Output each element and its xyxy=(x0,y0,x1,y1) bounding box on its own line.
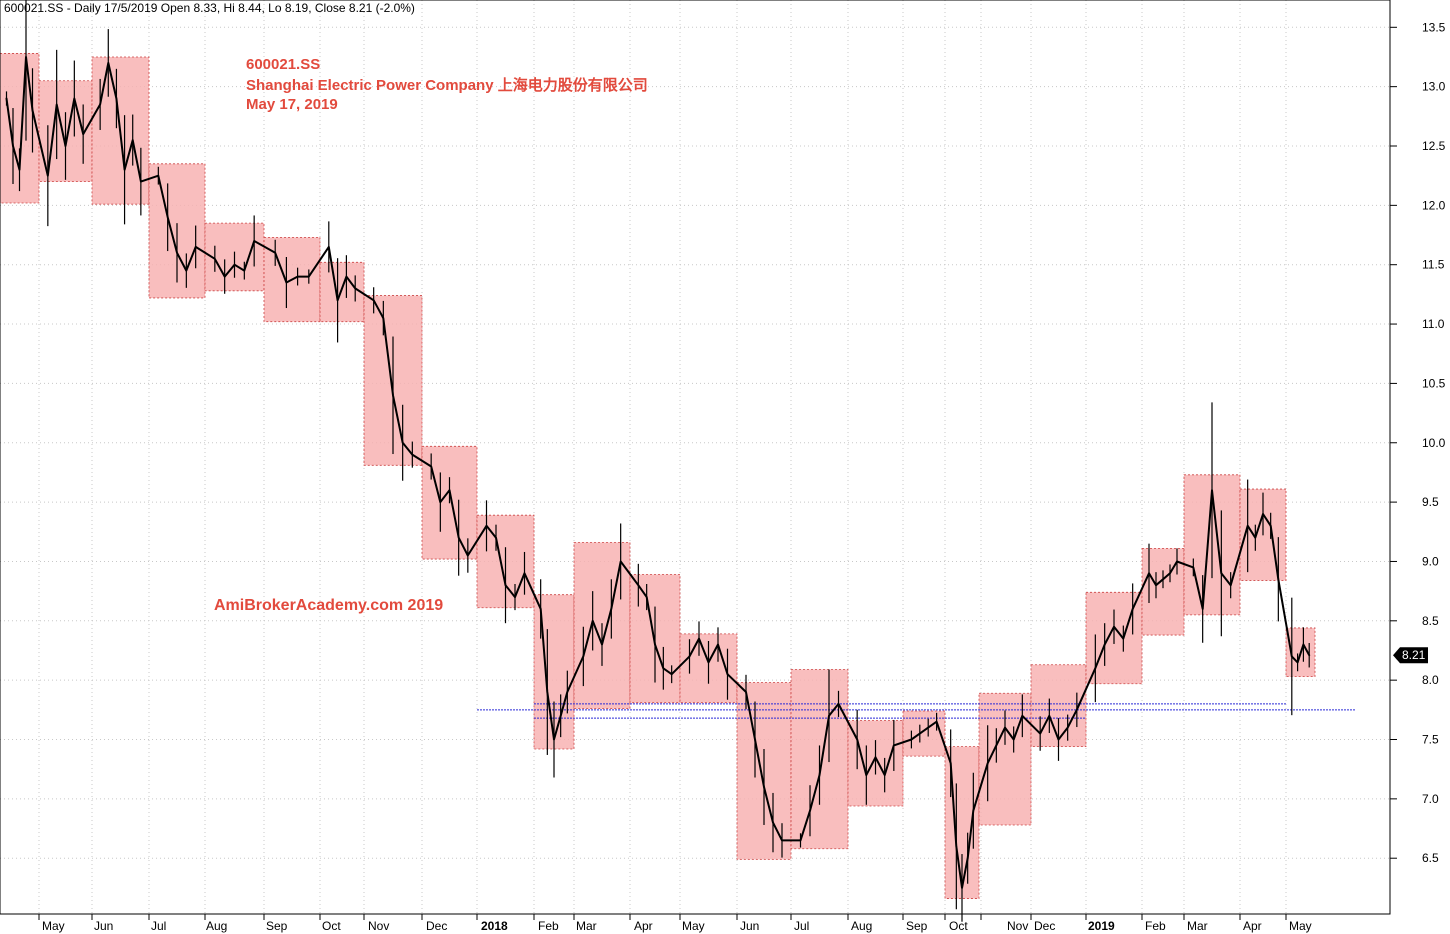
y-tick-label: 10.5 xyxy=(1422,376,1446,390)
x-tick-label: Dec xyxy=(426,919,447,933)
y-tick-label: 12.0 xyxy=(1422,198,1446,212)
x-tick-label: 2018 xyxy=(481,919,508,933)
x-tick-label: Sep xyxy=(906,919,928,933)
x-tick-label: May xyxy=(682,919,705,933)
y-tick-label: 13.5 xyxy=(1422,20,1446,34)
price-series xyxy=(5,0,1311,922)
y-tick-label: 12.5 xyxy=(1422,139,1446,153)
y-tick-label: 11.5 xyxy=(1422,258,1445,272)
chart-header: 600021.SS - Daily 17/5/2019 Open 8.33, H… xyxy=(4,1,415,15)
x-tick-label: Mar xyxy=(1187,919,1208,933)
x-tick-label: Jun xyxy=(740,919,759,933)
month-range-boxes xyxy=(0,53,1316,899)
y-tick-label: 6.5 xyxy=(1422,851,1439,865)
x-tick-label: Oct xyxy=(949,919,968,933)
y-tick-label: 10.0 xyxy=(1422,436,1446,450)
x-tick-label: May xyxy=(42,919,65,933)
x-tick-label: Aug xyxy=(206,919,227,933)
ticker-label: 600021.SS xyxy=(246,56,320,73)
x-tick-label: Apr xyxy=(634,919,653,933)
company-label: Shanghai Electric Power Company 上海电力股份有限… xyxy=(246,76,648,94)
x-tick-label: Oct xyxy=(322,919,341,933)
x-tick-label: Mar xyxy=(576,919,597,933)
y-tick-label: 8.0 xyxy=(1422,673,1439,687)
x-tick-label: Feb xyxy=(538,919,559,933)
x-tick-label: 2019 xyxy=(1088,919,1115,933)
x-axis: May Jun Jul Aug Sep Oct Nov Dec 2018 Feb Mar Apr May… xyxy=(38,914,1312,933)
plot-frame xyxy=(0,0,1391,915)
date-label: May 17, 2019 xyxy=(246,96,338,113)
x-tick-label: Aug xyxy=(851,919,872,933)
y-tick-label: 11.0 xyxy=(1422,317,1445,331)
x-tick-label: Sep xyxy=(266,919,288,933)
last-close-value: 8.21 xyxy=(1402,648,1426,662)
last-close-marker xyxy=(1393,647,1428,664)
x-tick-label: Jul xyxy=(794,919,809,933)
x-tick-label: May xyxy=(1289,919,1312,933)
x-tick-label: Apr xyxy=(1243,919,1262,933)
month-range-box xyxy=(319,261,365,323)
y-tick-label: 8.5 xyxy=(1422,614,1439,628)
support-lines xyxy=(477,703,1355,719)
x-tick-label: Jul xyxy=(151,919,166,933)
y-tick-label: 7.5 xyxy=(1422,733,1439,747)
last-close-tag: 8.21 xyxy=(1393,647,1428,664)
y-tick-label: 9.0 xyxy=(1422,554,1439,568)
x-tick-label: Jun xyxy=(94,919,113,933)
grid-layer xyxy=(0,0,1390,914)
y-tick-label: 13.0 xyxy=(1422,80,1446,94)
y-tick-label: 9.5 xyxy=(1422,495,1439,509)
x-tick-label: Nov xyxy=(1007,919,1028,933)
y-tick-label: 7.0 xyxy=(1422,792,1439,806)
y-axis: 6.5 7.0 7.5 8.0 8.5 9.0 9.5 10.0 10.5 11.0 11.5 12.… xyxy=(1390,20,1446,865)
x-tick-label: Dec xyxy=(1034,919,1055,933)
x-tick-label: Nov xyxy=(368,919,389,933)
x-tick-label: Feb xyxy=(1145,919,1166,933)
watermark-label: AmiBrokerAcademy.com 2019 xyxy=(214,597,443,614)
